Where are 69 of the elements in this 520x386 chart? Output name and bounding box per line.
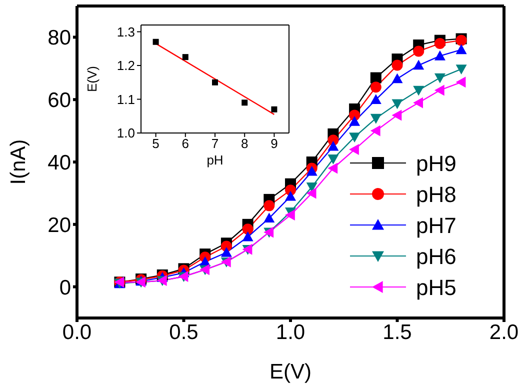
point: [392, 99, 403, 110]
y-axis-title: E(V): [84, 66, 100, 92]
point: [349, 116, 360, 126]
point: [434, 84, 444, 96]
y-tick-label: 60: [48, 89, 71, 112]
point: [264, 212, 275, 223]
x-tick-label: 7: [211, 136, 219, 152]
y-tick-label: 1.0: [116, 126, 135, 141]
y-tick-label: 40: [48, 151, 71, 174]
x-tick-label: 8: [240, 136, 248, 152]
y-tick-label: 1.2: [116, 58, 135, 74]
point: [413, 86, 424, 96]
x-tick-label: 2.0: [489, 320, 519, 344]
y-tick-label: 1.3: [116, 24, 135, 40]
point: [413, 46, 424, 57]
legend-label: pH9: [416, 151, 456, 176]
point: [392, 110, 402, 121]
x-tick-label: 0.0: [62, 320, 92, 344]
point: [349, 132, 360, 143]
x-tick-label: 0.5: [169, 320, 198, 344]
point: [306, 188, 316, 199]
point: [392, 60, 403, 71]
x-tick-label: 9: [270, 136, 278, 152]
x-tick-label: 5: [152, 136, 160, 152]
x-tick-label: 6: [182, 136, 190, 152]
x-tick-label: 1.0: [276, 320, 306, 344]
point: [456, 76, 466, 88]
point: [413, 97, 423, 108]
point: [306, 182, 318, 192]
y-tick-label: 20: [48, 214, 71, 237]
point: [349, 144, 359, 156]
point: [370, 94, 382, 104]
point: [370, 125, 380, 136]
point: [370, 82, 382, 93]
point: [285, 190, 296, 201]
point: [413, 60, 424, 70]
x-tick-label: 1.5: [382, 320, 412, 344]
point: [328, 162, 338, 174]
legend-label: pH8: [416, 182, 456, 207]
point: [264, 200, 275, 212]
legend-label: pH6: [416, 244, 456, 269]
point: [434, 50, 446, 60]
point: [182, 54, 188, 60]
point: [434, 38, 446, 49]
y-tick-label: 80: [48, 26, 71, 50]
point: [285, 210, 295, 221]
point: [328, 154, 339, 164]
point: [306, 166, 318, 176]
y-axis-title: I(nA): [7, 139, 30, 185]
point: [152, 38, 159, 45]
point: [370, 114, 382, 124]
point: [212, 79, 218, 86]
point: [242, 100, 248, 106]
point: [456, 44, 467, 54]
point: [370, 72, 382, 84]
point: [328, 140, 339, 151]
point: [434, 73, 446, 84]
point: [392, 73, 403, 84]
point: [220, 246, 232, 257]
point: [242, 224, 254, 235]
y-tick-label: 1.1: [116, 92, 135, 107]
legend-label: pH7: [416, 213, 456, 238]
x-axis-title: pH: [206, 152, 224, 168]
point: [242, 231, 254, 242]
point: [271, 106, 278, 112]
legend-label: pH5: [416, 275, 456, 300]
x-axis-title: E(V): [270, 360, 312, 384]
y-tick-label: 0: [59, 276, 71, 300]
point: [456, 64, 467, 75]
